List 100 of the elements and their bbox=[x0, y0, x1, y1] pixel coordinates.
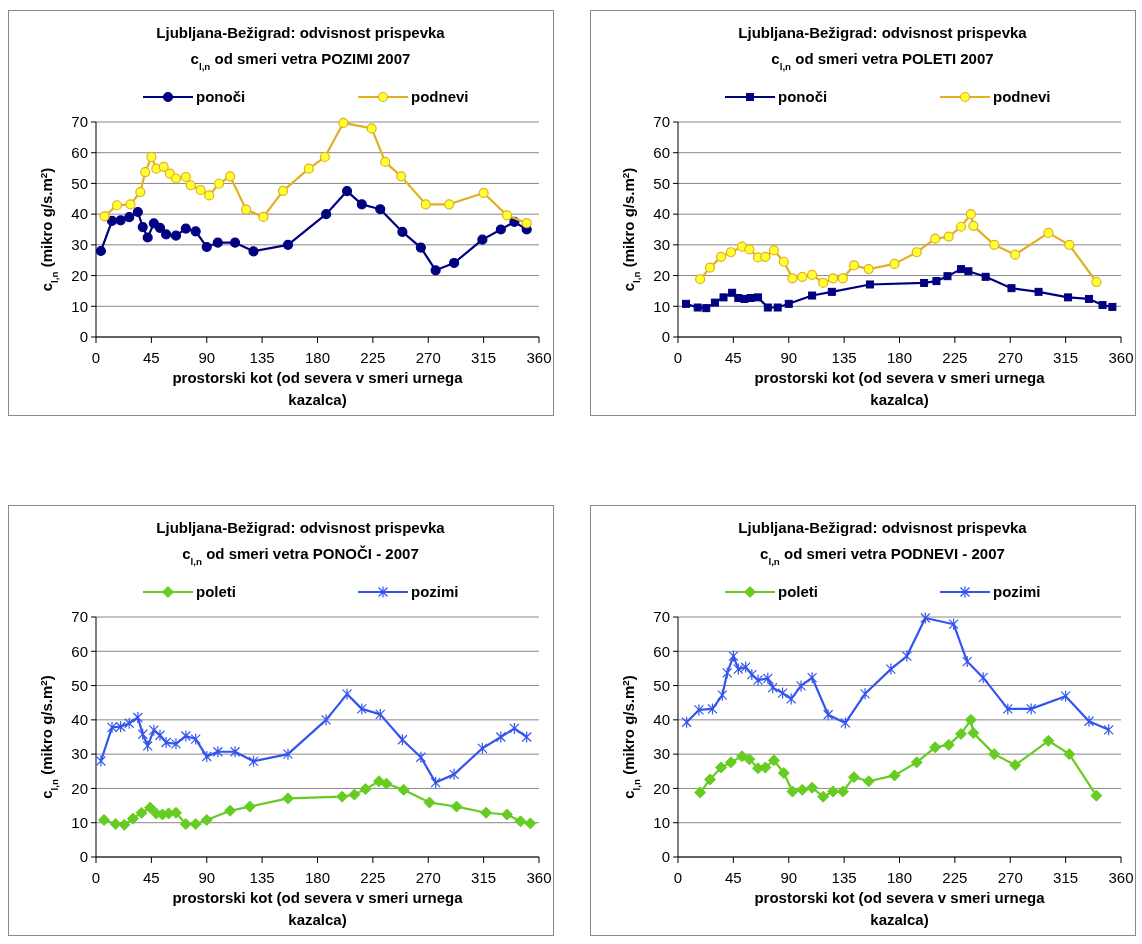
point bbox=[450, 800, 463, 813]
point bbox=[968, 220, 979, 231]
point bbox=[752, 673, 764, 687]
x-tick-label: 45 bbox=[143, 349, 160, 366]
legend-label: podnevi bbox=[993, 88, 1051, 105]
point bbox=[478, 187, 489, 199]
point bbox=[796, 783, 809, 796]
point bbox=[277, 185, 289, 196]
point bbox=[132, 711, 143, 724]
point bbox=[1002, 702, 1013, 715]
point bbox=[694, 786, 707, 799]
point bbox=[126, 812, 139, 825]
point bbox=[154, 729, 166, 742]
y-tick-label: 20 bbox=[653, 779, 670, 797]
point bbox=[681, 716, 692, 729]
y-tick-label: 50 bbox=[653, 676, 670, 694]
x-tick-label: 225 bbox=[942, 869, 968, 886]
point bbox=[920, 611, 931, 625]
point bbox=[967, 726, 980, 739]
point bbox=[321, 713, 332, 726]
point bbox=[943, 231, 954, 242]
legend-label: poleti bbox=[778, 583, 818, 600]
y-tick-label: 60 bbox=[71, 642, 88, 660]
point bbox=[170, 737, 182, 750]
point bbox=[703, 773, 716, 786]
point bbox=[282, 239, 294, 250]
point bbox=[118, 818, 131, 831]
y-tick-label: 40 bbox=[71, 205, 88, 223]
point bbox=[380, 156, 391, 168]
point bbox=[397, 783, 410, 796]
point bbox=[988, 748, 1001, 761]
point bbox=[185, 180, 196, 191]
point bbox=[514, 815, 527, 828]
x-tick-label: 135 bbox=[249, 349, 275, 366]
point bbox=[1063, 748, 1076, 761]
point bbox=[715, 251, 727, 262]
point bbox=[1026, 702, 1037, 715]
point bbox=[124, 717, 135, 730]
point bbox=[806, 781, 819, 794]
chart-title: Ljubljana-Bežigrad: odvisnost prispevka c$_{l,n}$ od smeri vetra POZIMI 2007 bbox=[156, 24, 446, 72]
point bbox=[1060, 690, 1071, 703]
point bbox=[243, 800, 256, 813]
point bbox=[797, 271, 808, 282]
y-tick-label: 70 bbox=[71, 608, 88, 626]
x-tick-label: 135 bbox=[249, 869, 275, 886]
point bbox=[715, 761, 728, 774]
y-tick-label: 0 bbox=[79, 328, 88, 346]
point bbox=[341, 186, 353, 197]
point bbox=[190, 732, 201, 746]
point bbox=[524, 817, 537, 830]
point bbox=[170, 230, 182, 241]
point bbox=[1043, 227, 1054, 238]
point bbox=[955, 727, 968, 740]
x-axis-title: prostorski kot (od severa v smeri urnega kazalca) bbox=[754, 369, 1046, 408]
point bbox=[144, 801, 157, 814]
point bbox=[760, 251, 771, 262]
point bbox=[201, 241, 212, 253]
y-tick-label: 10 bbox=[71, 297, 88, 315]
point bbox=[777, 687, 788, 700]
x-tick-label: 225 bbox=[360, 869, 386, 886]
point bbox=[848, 260, 860, 271]
point bbox=[248, 246, 259, 257]
legend-label: pozimi bbox=[411, 583, 459, 600]
point bbox=[682, 299, 690, 308]
point bbox=[911, 247, 922, 258]
point bbox=[807, 671, 818, 684]
point bbox=[170, 173, 182, 184]
point bbox=[501, 210, 513, 221]
legend-label: pozimi bbox=[993, 583, 1041, 600]
point bbox=[200, 813, 213, 826]
point bbox=[229, 745, 241, 758]
point bbox=[1064, 293, 1073, 302]
x-tick-label: 90 bbox=[198, 869, 216, 886]
point bbox=[889, 258, 900, 269]
y-tick-label: 50 bbox=[653, 174, 670, 192]
y-tick-label: 70 bbox=[653, 113, 670, 131]
x-tick-label: 315 bbox=[471, 349, 497, 366]
y-tick-label: 30 bbox=[71, 236, 88, 254]
point bbox=[865, 280, 874, 289]
point bbox=[509, 722, 520, 735]
point bbox=[212, 745, 223, 758]
x-tick-label: 360 bbox=[1108, 349, 1134, 366]
point bbox=[321, 209, 332, 220]
point bbox=[225, 171, 236, 182]
point bbox=[420, 199, 431, 210]
chart-title: Ljubljana-Bežigrad: odvisnost prispevka c$_{l,n}$ od smeri vetra PODNEVI - 2007 bbox=[738, 519, 1028, 567]
legend-label: podnevi bbox=[411, 88, 469, 105]
x-axis-title: prostorski kot (od severa v smeri urnega kazalca) bbox=[172, 889, 464, 928]
point bbox=[161, 736, 172, 749]
point bbox=[356, 199, 367, 210]
point bbox=[862, 775, 875, 788]
point bbox=[423, 796, 436, 809]
point bbox=[707, 702, 718, 715]
point bbox=[95, 754, 107, 768]
point bbox=[763, 303, 772, 312]
point bbox=[338, 117, 349, 129]
point bbox=[948, 618, 959, 631]
point bbox=[195, 185, 206, 196]
point bbox=[901, 649, 912, 663]
x-tick-label: 45 bbox=[725, 349, 742, 366]
